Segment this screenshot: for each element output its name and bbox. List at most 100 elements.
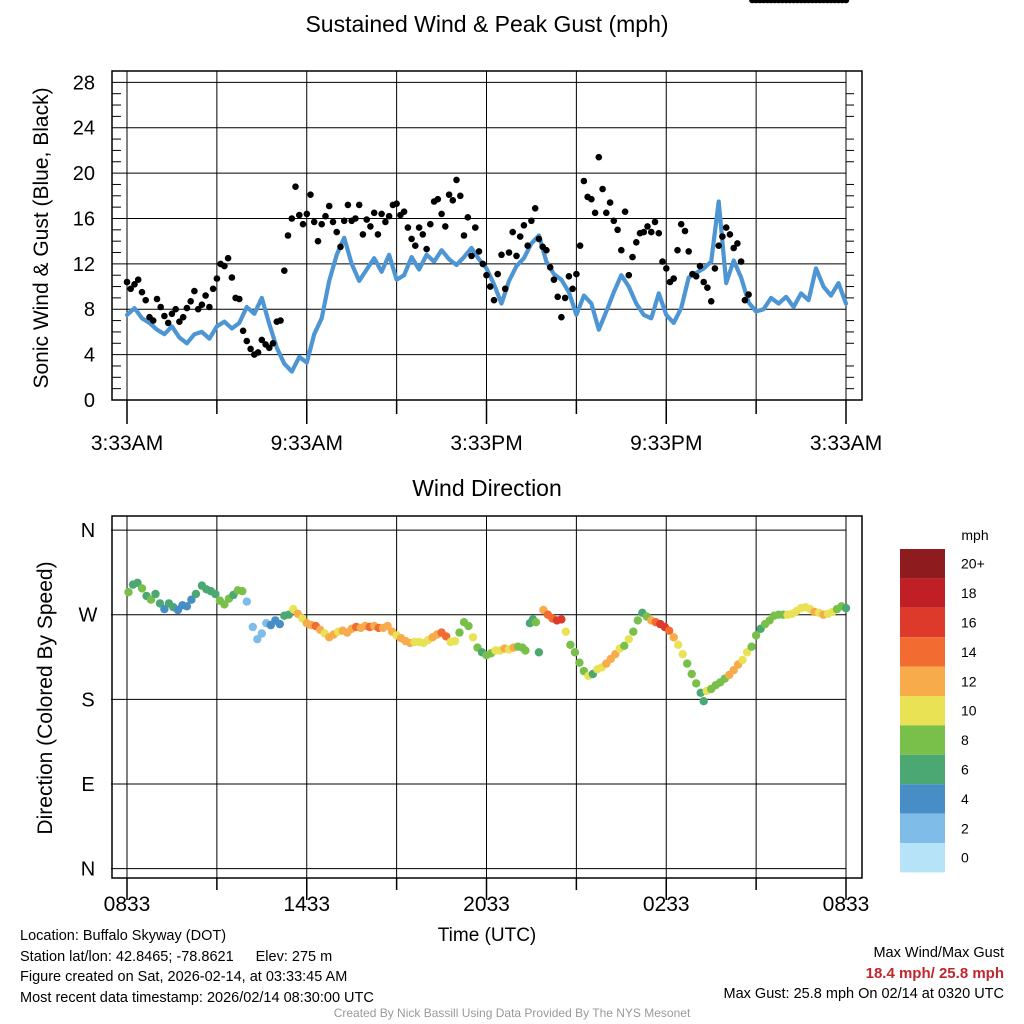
colorbar-swatch xyxy=(900,666,945,696)
gust-point xyxy=(741,296,749,304)
colorbar-swatch xyxy=(900,725,945,755)
colorbar-swatch xyxy=(900,813,945,843)
wind-ytick-label: 24 xyxy=(73,118,95,140)
gust-point xyxy=(468,252,475,260)
gust-point xyxy=(303,210,311,218)
gust-point xyxy=(591,209,599,217)
gust-point xyxy=(670,275,677,282)
colorbar-swatch xyxy=(900,607,945,638)
speed-colorbar: 20+ 18 16 14 12 10 8 6 4 2 0 xyxy=(900,549,985,873)
gust-point xyxy=(176,318,183,326)
max-summary: Max Wind/Max Gust 18.4 mph/ 25.8 mph Max… xyxy=(724,943,1004,1005)
gust-point xyxy=(243,337,251,345)
gust-point xyxy=(172,305,179,313)
station-info: Location: Buffalo Skyway (DOT) Station l… xyxy=(20,926,374,1008)
gust-point xyxy=(490,296,498,304)
gust-point xyxy=(719,233,726,240)
gust-point xyxy=(325,202,333,210)
wind-chart-frame xyxy=(111,70,863,401)
colorbar-label: 18 xyxy=(961,585,977,601)
location-text: Location: Buffalo Skyway (DOT) xyxy=(20,928,227,944)
direction-point xyxy=(253,635,262,644)
wind-ytick-label: 20 xyxy=(73,163,95,185)
direction-point xyxy=(238,587,247,596)
gust-point xyxy=(498,251,505,259)
gust-point xyxy=(187,298,194,305)
direction-chart-ylabel: Direction (Colored By Speed) xyxy=(34,561,57,834)
gust-point xyxy=(161,312,168,320)
wind-ytick-label: 28 xyxy=(73,72,95,94)
gust-point xyxy=(322,212,329,220)
gust-point xyxy=(648,228,655,236)
direction-point xyxy=(687,669,696,679)
wind-xtick-label: 9:33PM xyxy=(630,432,702,455)
colorbar-swatch xyxy=(900,696,945,726)
max-values: 18.4 mph/ 25.8 mph xyxy=(865,964,1004,982)
gust-point xyxy=(318,220,326,228)
gust-point xyxy=(524,242,531,249)
gust-point xyxy=(269,340,277,347)
gust-point xyxy=(625,271,633,279)
max-header: Max Wind/Max Gust xyxy=(873,945,1004,961)
gust-point xyxy=(344,201,352,209)
gust-point xyxy=(730,244,737,252)
direction-point xyxy=(257,629,266,638)
direction-point xyxy=(275,619,284,629)
gust-point xyxy=(292,183,299,190)
colorbar-swatch xyxy=(900,637,945,667)
gust-point xyxy=(239,327,247,335)
direction-point xyxy=(683,659,692,668)
gust-point xyxy=(595,153,603,161)
gust-point xyxy=(696,262,704,270)
gust-point xyxy=(655,229,663,237)
gust-point xyxy=(651,218,659,226)
gust-point xyxy=(400,208,408,215)
gust-point xyxy=(681,227,689,235)
wind-xtick-label: 3:33AM xyxy=(810,432,882,455)
colorbar-swatch xyxy=(900,578,945,608)
direction-point xyxy=(570,648,580,657)
direction-point xyxy=(155,599,165,608)
gust-point xyxy=(737,258,745,265)
colorbar-swatch xyxy=(900,843,945,873)
gust-point xyxy=(359,231,367,238)
direction-xtick-label: 0233 xyxy=(643,893,690,916)
direction-chart-frame xyxy=(111,515,863,879)
gust-point xyxy=(333,228,341,236)
gust-point xyxy=(352,215,359,222)
gust-point xyxy=(460,232,468,239)
direction-point xyxy=(534,648,544,657)
direction-xtick-label: 0833 xyxy=(104,893,151,916)
wind-xtick-label: 3:33AM xyxy=(91,432,163,455)
gust-point xyxy=(168,310,176,318)
direction-ytick-label: W xyxy=(79,605,98,627)
created-text: Figure created on Sat, 2026-02-14, at 03… xyxy=(20,969,348,985)
direction-chart-title: Wind Direction xyxy=(412,475,562,501)
gust-point xyxy=(382,218,389,226)
gust-point xyxy=(258,336,266,344)
gust-point xyxy=(528,217,535,225)
gust-point xyxy=(149,317,157,324)
gust-point xyxy=(546,264,554,271)
direction-chart-ticks: 0833 1433 2033 0233 0833 N W S E N xyxy=(79,520,870,916)
wind-chart-series xyxy=(123,0,850,374)
gust-point xyxy=(569,285,576,293)
direction-point xyxy=(747,642,756,651)
direction-point xyxy=(242,597,251,606)
colorbar-label: 6 xyxy=(961,762,969,778)
gust-point xyxy=(266,344,273,352)
direction-chart-grid xyxy=(111,516,847,878)
gust-point xyxy=(307,191,314,198)
gust-point xyxy=(374,231,382,238)
gust-point xyxy=(550,276,558,284)
colorbar-label: 10 xyxy=(961,703,977,719)
gust-point xyxy=(535,235,543,243)
gust-point xyxy=(123,278,131,286)
gust-point xyxy=(722,224,730,231)
direction-point xyxy=(566,640,575,649)
gust-point xyxy=(573,270,580,278)
gust-point xyxy=(614,226,621,234)
direction-point xyxy=(738,655,747,665)
gust-point xyxy=(543,246,550,254)
gust-point xyxy=(183,304,191,312)
